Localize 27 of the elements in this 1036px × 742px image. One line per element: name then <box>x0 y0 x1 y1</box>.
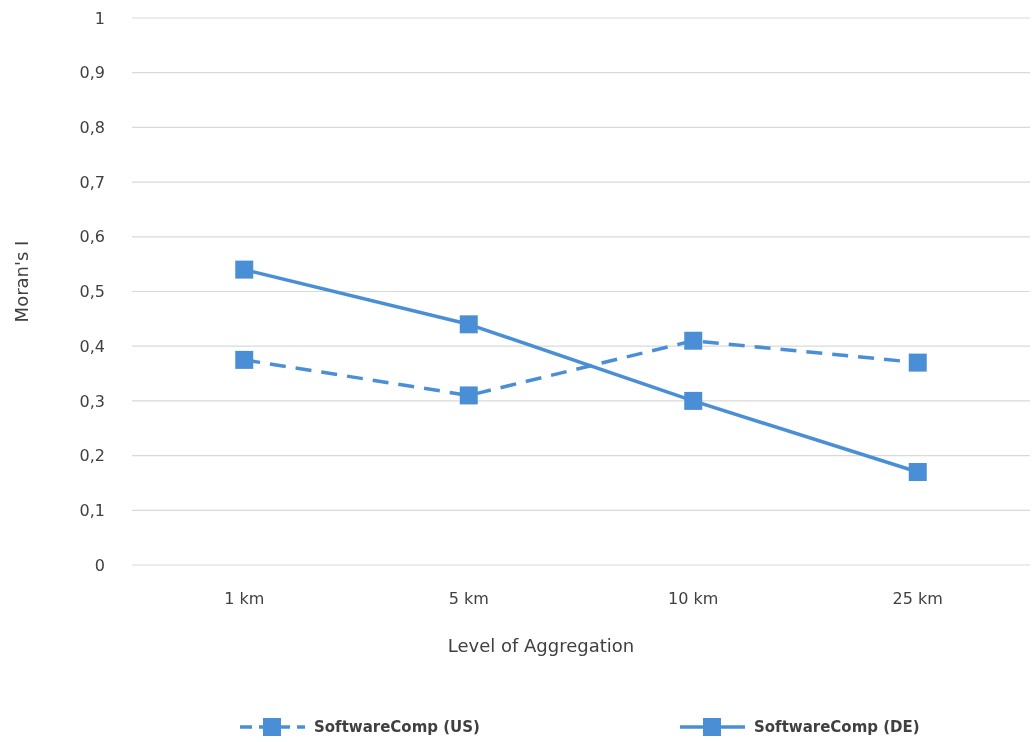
y-tick-label: 0,4 <box>79 336 105 356</box>
x-axis-title: Level of Aggregation <box>447 635 635 656</box>
y-tick-label: 0,3 <box>79 391 105 411</box>
point <box>684 391 703 410</box>
y-tick-label: 0,8 <box>79 118 105 137</box>
y-tick-label: 0,2 <box>79 446 105 466</box>
y-tick-label: 0,9 <box>79 63 105 83</box>
point <box>235 350 254 369</box>
x-tick-label: 10 km <box>668 589 719 608</box>
point <box>235 260 254 279</box>
x-tick-label: 25 km <box>892 589 943 608</box>
point <box>459 315 478 334</box>
point <box>908 463 927 482</box>
legend-label: SoftwareComp (US) <box>314 718 480 736</box>
y-tick-label: 0,1 <box>79 500 105 520</box>
legend-label: SoftwareComp (DE) <box>754 718 920 736</box>
y-axis-title: Moran's I <box>11 240 32 323</box>
x-tick-label: 5 km <box>448 589 489 608</box>
point <box>459 386 478 405</box>
y-tick-label: 0,6 <box>79 227 105 247</box>
point <box>684 331 703 350</box>
x-tick-label: 1 km <box>224 589 265 608</box>
point <box>908 353 927 372</box>
y-tick-label: 0,7 <box>79 172 105 192</box>
y-tick-label: 0 <box>94 555 105 575</box>
y-tick-label: 0,5 <box>79 282 105 302</box>
y-tick-label: 1 <box>94 8 105 28</box>
